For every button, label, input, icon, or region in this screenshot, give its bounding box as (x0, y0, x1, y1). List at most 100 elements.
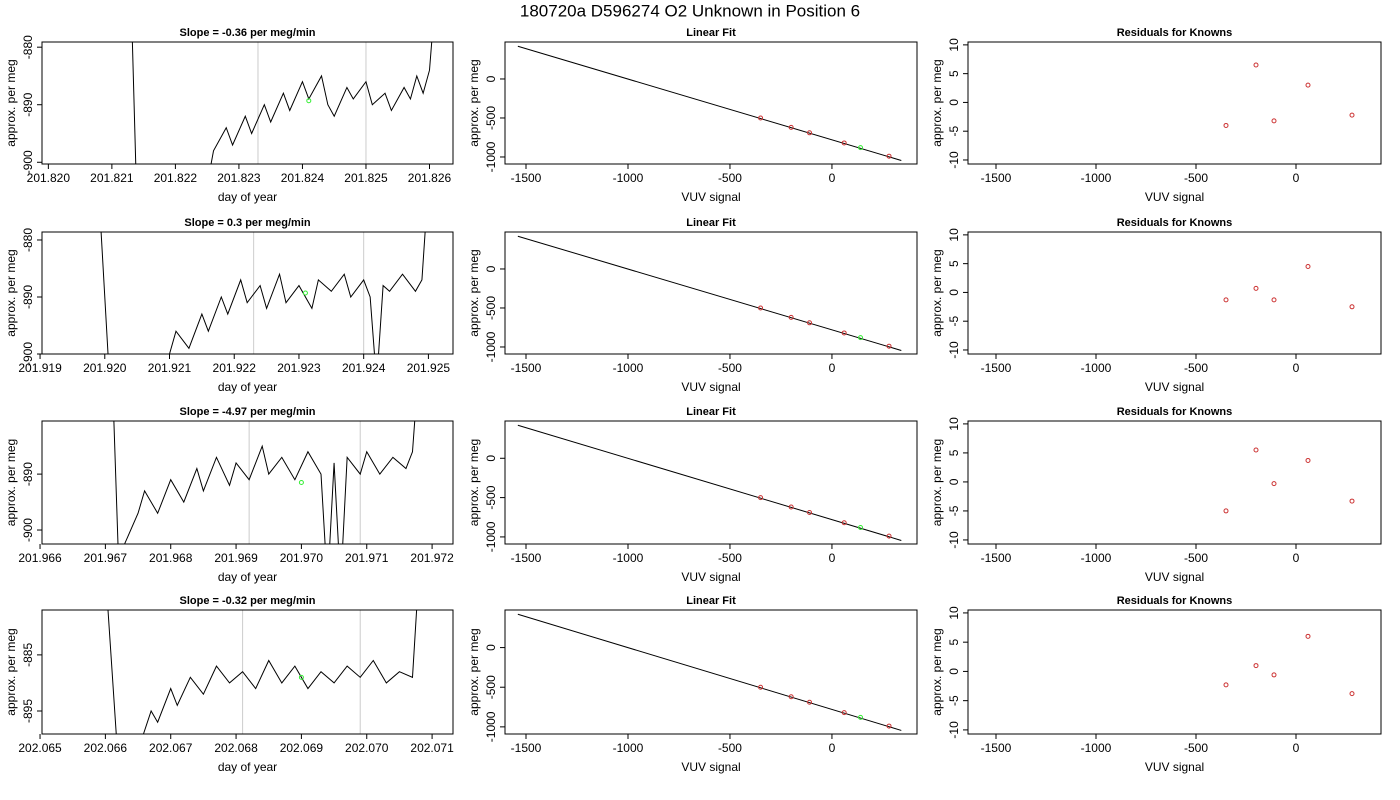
x-tick-label: 201.825 (344, 171, 388, 185)
y-tick-label: 5 (947, 70, 961, 77)
y-tick-label: -900 (21, 518, 35, 542)
y-axis-label: approx. per meg (4, 59, 18, 146)
x-tick-label: 202.070 (345, 741, 389, 755)
known-point (807, 510, 813, 516)
fit-line (517, 235, 902, 351)
x-tick-label: 0 (829, 741, 836, 755)
known-point (1349, 498, 1355, 504)
y-tick-label: -10 (947, 151, 961, 169)
x-tick-label: -1000 (613, 361, 644, 375)
plot-frame (504, 609, 918, 735)
known-point (841, 710, 847, 716)
y-tick-label: 10 (947, 228, 961, 242)
x-axis-label: VUV signal (681, 570, 740, 584)
known-point (1253, 663, 1259, 669)
unknown-point (858, 714, 864, 720)
y-tick-label: -1000 (484, 141, 498, 172)
plot-frame (504, 231, 918, 355)
y-tick-label: -880 (21, 228, 35, 252)
known-point (841, 520, 847, 526)
x-tick-label: -500 (718, 741, 742, 755)
y-tick-label: -890 (21, 92, 35, 116)
x-tick-label: -1000 (1081, 171, 1112, 185)
x-tick-label: -500 (1184, 361, 1208, 375)
y-tick-label: -5 (947, 316, 961, 327)
known-point (807, 130, 813, 136)
plot-area (113, 421, 416, 544)
y-tick-label: -10 (947, 531, 961, 549)
x-tick-label: -1000 (1081, 741, 1112, 755)
x-tick-label: -500 (718, 171, 742, 185)
x-tick-label: -500 (718, 551, 742, 565)
y-tick-label: 0 (947, 99, 961, 106)
y-tick-label: -890 (21, 285, 35, 309)
unknown-point (306, 98, 312, 104)
x-tick-label: -1500 (981, 741, 1012, 755)
x-tick-label: 201.921 (148, 361, 192, 375)
y-tick-label: -500 (484, 675, 498, 699)
data-line (131, 42, 433, 164)
y-tick-label: 0 (484, 75, 498, 82)
known-point (788, 694, 794, 700)
y-tick-label: -5 (947, 695, 961, 706)
known-point (1223, 508, 1229, 514)
known-point (1305, 264, 1311, 270)
known-point (1271, 118, 1277, 124)
known-point (788, 314, 794, 320)
known-point (886, 153, 892, 159)
y-axis-label: approx. per meg (930, 628, 944, 715)
known-point (1349, 112, 1355, 118)
unknown-point (298, 674, 304, 680)
panel-title: Slope = -0.36 per meg/min (179, 27, 315, 39)
x-tick-label: -1000 (613, 741, 644, 755)
panel-title: Slope = 0.3 per meg/min (184, 217, 311, 229)
y-tick-label: 0 (484, 455, 498, 462)
panel-title: Linear Fit (686, 595, 736, 607)
y-tick-label: -900 (21, 150, 35, 174)
x-tick-label: -1000 (613, 171, 644, 185)
x-tick-label: -1000 (1081, 551, 1112, 565)
x-tick-label: 201.969 (214, 551, 258, 565)
known-point (758, 684, 764, 690)
figure-title: 180720a D596274 O2 Unknown in Position 6 (520, 1, 860, 20)
y-tick-label: -10 (947, 341, 961, 359)
known-point (1253, 62, 1259, 68)
y-tick-label: 0 (484, 265, 498, 272)
x-tick-label: 201.971 (345, 551, 389, 565)
y-tick-label: 10 (947, 606, 961, 620)
known-point (1223, 297, 1229, 303)
x-tick-label: -1500 (511, 361, 542, 375)
known-point (1223, 122, 1229, 128)
x-tick-label: 201.824 (281, 171, 325, 185)
y-axis-label: approx. per meg (467, 59, 481, 146)
y-tick-label: -890 (21, 462, 35, 486)
data-line (107, 610, 418, 734)
y-tick-label: -1000 (484, 521, 498, 552)
y-tick-label: -895 (21, 699, 35, 723)
y-tick-label: 0 (947, 668, 961, 675)
x-axis-label: day of year (218, 380, 277, 394)
y-tick-label: -500 (484, 296, 498, 320)
plot-area (1223, 447, 1355, 514)
panel-title: Residuals for Knowns (1117, 27, 1233, 39)
unknown-point (858, 335, 864, 341)
known-point (886, 533, 892, 539)
plot-area (517, 45, 902, 161)
x-tick-label: 201.920 (83, 361, 127, 375)
x-tick-label: 202.071 (410, 741, 454, 755)
known-point (788, 504, 794, 510)
plot-area (107, 610, 418, 734)
y-tick-label: -500 (484, 106, 498, 130)
y-tick-label: -885 (21, 643, 35, 667)
unknown-point (858, 145, 864, 151)
panel-title: Residuals for Knowns (1117, 217, 1233, 229)
y-tick-label: -500 (484, 485, 498, 509)
x-tick-label: -1500 (511, 551, 542, 565)
x-tick-label: -1500 (981, 361, 1012, 375)
x-tick-label: 0 (1293, 361, 1300, 375)
x-tick-label: 201.967 (84, 551, 128, 565)
y-tick-label: 5 (947, 260, 961, 267)
known-point (758, 495, 764, 501)
known-point (758, 115, 764, 121)
